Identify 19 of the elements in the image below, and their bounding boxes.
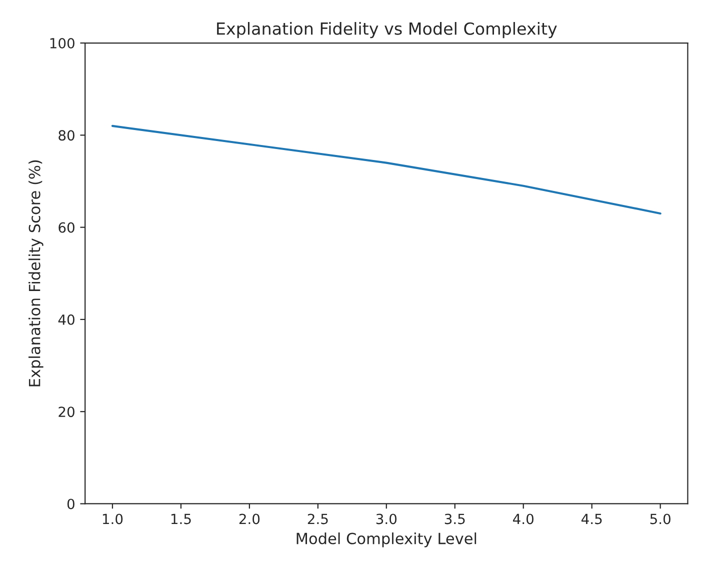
y-tick-label: 100 [50,38,74,48]
x-tick-label: 2.5 [308,514,328,524]
x-tick-label: 5.0 [650,514,670,524]
x-axis-title: Model Complexity Level [296,532,476,548]
x-tick-label: 2.0 [239,514,260,524]
y-tick-label: 80 [58,130,74,141]
y-tick-label: 60 [58,222,74,233]
y-axis-title: Explanation Fidelity Score (%) [28,160,44,386]
x-tick-label: 1.0 [102,514,123,524]
x-tick-label: 4.5 [581,514,602,524]
y-tick-label: 20 [58,406,74,418]
y-tick-label: 40 [58,314,74,325]
x-tick-label: 4.0 [513,514,534,524]
y-tick-label: 0 [67,498,74,510]
x-tick-label: 1.5 [171,514,191,524]
x-tick-label: 3.5 [444,514,465,524]
chart-title: Explanation Fidelity vs Model Complexity [217,22,557,38]
line-series [111,124,662,215]
x-tick-label: 3.0 [376,514,397,524]
